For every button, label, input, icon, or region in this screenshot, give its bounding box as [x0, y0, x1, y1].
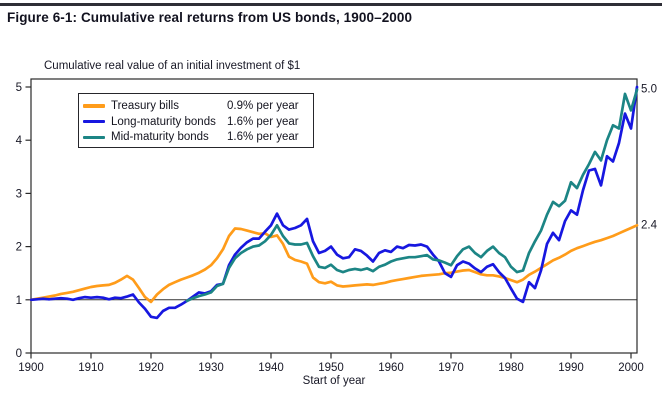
- legend-series-name: Treasury bills: [111, 99, 179, 112]
- top-rule: [0, 3, 662, 6]
- legend-series-name: Long-maturity bonds: [111, 115, 216, 128]
- y-axis: [25, 86, 31, 354]
- legend-series-rate: 0.9% per year: [227, 99, 299, 112]
- y-tick-label: 4: [16, 135, 23, 147]
- x-tick-label: 1940: [258, 362, 284, 374]
- x-axis-title: Start of year: [302, 375, 366, 387]
- series-line-treasury-bills: [29, 223, 639, 304]
- end-value-label: 2.4: [641, 219, 658, 231]
- x-axis: [30, 353, 632, 359]
- x-tick-label: 1910: [78, 362, 104, 374]
- legend-series-name: Mid-maturity bonds: [111, 131, 209, 144]
- x-tick-label: 1980: [498, 362, 524, 374]
- x-tick-label: 2000: [618, 362, 644, 374]
- y-tick-label: 5: [16, 82, 22, 94]
- x-tick-label: 1970: [438, 362, 464, 374]
- legend-line-swatch: [83, 135, 105, 140]
- x-tick-label: 1930: [198, 362, 224, 374]
- plot-border: [30, 78, 638, 354]
- legend-item-long-maturity-bonds: Long-maturity bonds 1.6% per year: [83, 114, 313, 130]
- chart-subtitle: Cumulative real value of an initial inve…: [44, 60, 301, 72]
- y-tick-label: 1: [16, 295, 22, 307]
- y-tick-label: 2: [16, 242, 22, 254]
- series-line-mid-maturity-bonds: [185, 88, 639, 303]
- legend-line-swatch: [83, 120, 105, 124]
- legend-series-rate: 1.6% per year: [227, 131, 299, 144]
- legend-item-mid-maturity-bonds: Mid-maturity bonds 1.6% per year: [83, 130, 313, 146]
- x-tick-label: 1960: [378, 362, 404, 374]
- legend-series-rate: 1.6% per year: [227, 115, 299, 128]
- legend-item-treasury-bills: Treasury bills 0.9% per year: [83, 98, 313, 114]
- figure-title: Figure 6-1: Cumulative real returns from…: [7, 10, 413, 25]
- y-tick-label: 3: [16, 188, 22, 200]
- end-value-label: 5.0: [641, 84, 657, 96]
- x-tick-label: 1950: [318, 362, 344, 374]
- legend: Treasury bills 0.9% per year Long-maturity…: [78, 93, 314, 148]
- x-tick-label: 1920: [138, 362, 164, 374]
- x-tick-label: 1900: [18, 362, 44, 374]
- y-tick-label: 0: [16, 348, 22, 360]
- series-line-long-maturity-bonds: [29, 85, 639, 320]
- x-tick-label: 1990: [558, 362, 584, 374]
- legend-line-swatch: [83, 104, 105, 108]
